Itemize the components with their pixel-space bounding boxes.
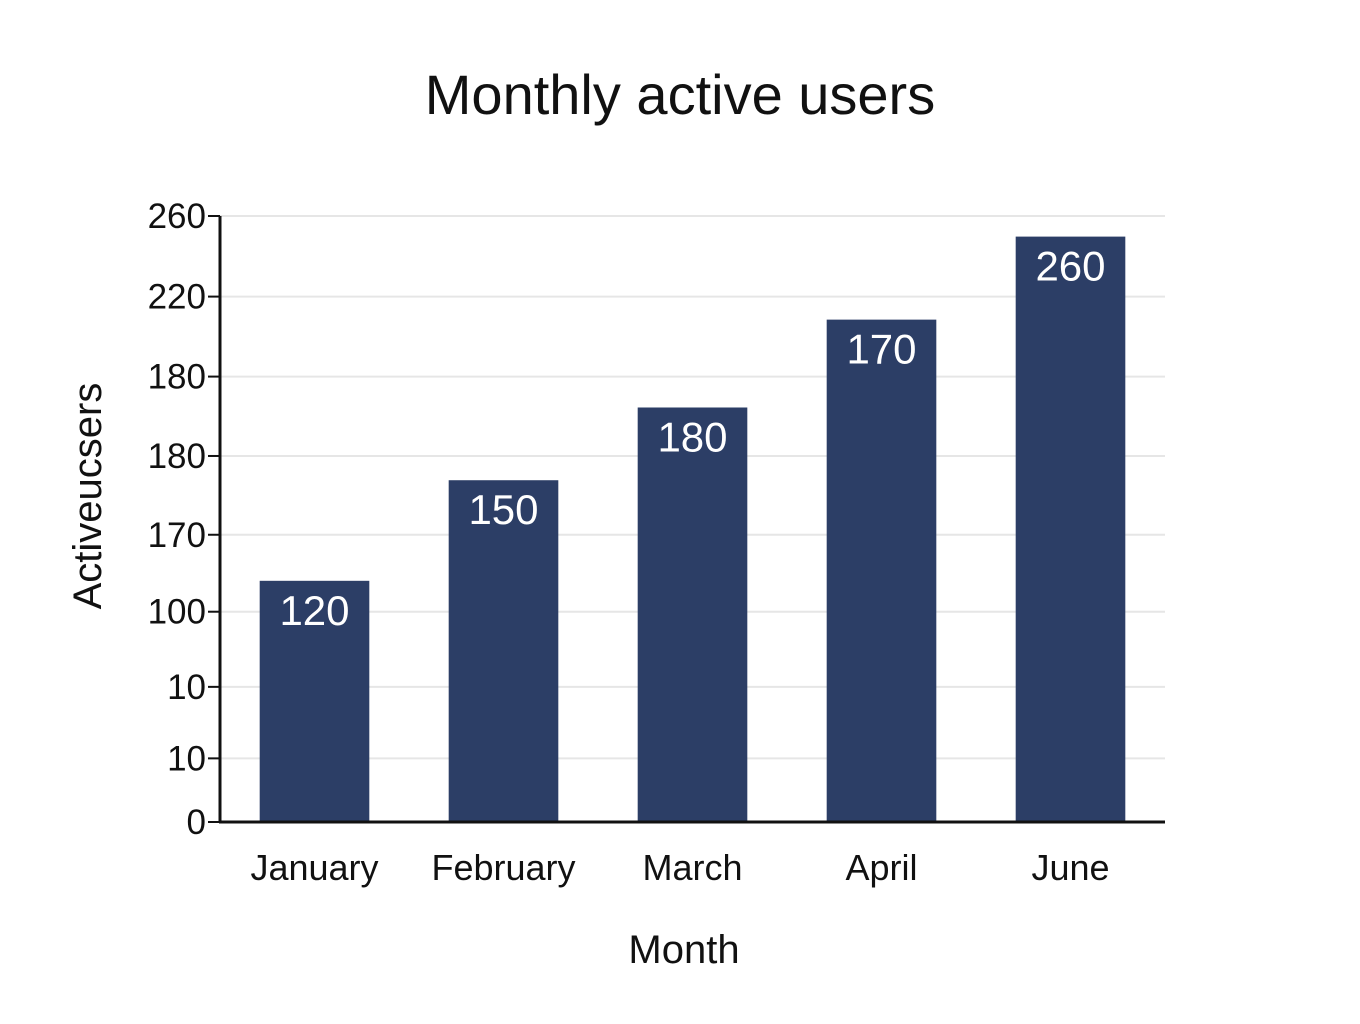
bar-january	[259, 580, 370, 822]
x-category-label: March	[642, 847, 742, 888]
y-tick-label: 10	[167, 739, 206, 778]
bar-february	[448, 480, 559, 822]
data-label: 150	[468, 486, 538, 533]
y-tick-label: 100	[148, 593, 206, 632]
bar-march	[637, 407, 748, 822]
data-label: 180	[657, 413, 727, 460]
data-label: 170	[846, 326, 916, 373]
chart-title: Monthly active users	[425, 63, 935, 126]
x-category-label: January	[250, 847, 378, 888]
x-category-label: April	[845, 847, 917, 888]
x-axis-title: Month	[628, 928, 739, 972]
y-tick-label: 180	[148, 437, 206, 476]
y-axis-title: Activeucsers	[66, 383, 110, 610]
y-tick-label: 220	[148, 278, 206, 317]
bar-april	[826, 319, 937, 822]
data-label: 120	[279, 587, 349, 634]
y-axis-ticks: 0 10 10 100 170 180 180 220 260	[148, 197, 220, 842]
data-label: 260	[1035, 243, 1105, 290]
x-axis-categories: January February March April June	[250, 847, 1109, 888]
bar-june	[1015, 236, 1126, 822]
bars: 120 150 180 170 260	[259, 236, 1126, 822]
y-tick-label: 0	[187, 803, 206, 842]
y-tick-label: 180	[148, 358, 206, 397]
x-category-label: February	[431, 847, 575, 888]
x-category-label: June	[1031, 847, 1109, 888]
y-tick-label: 170	[148, 516, 206, 555]
y-tick-label: 10	[167, 668, 206, 707]
y-tick-label: 260	[148, 197, 206, 236]
